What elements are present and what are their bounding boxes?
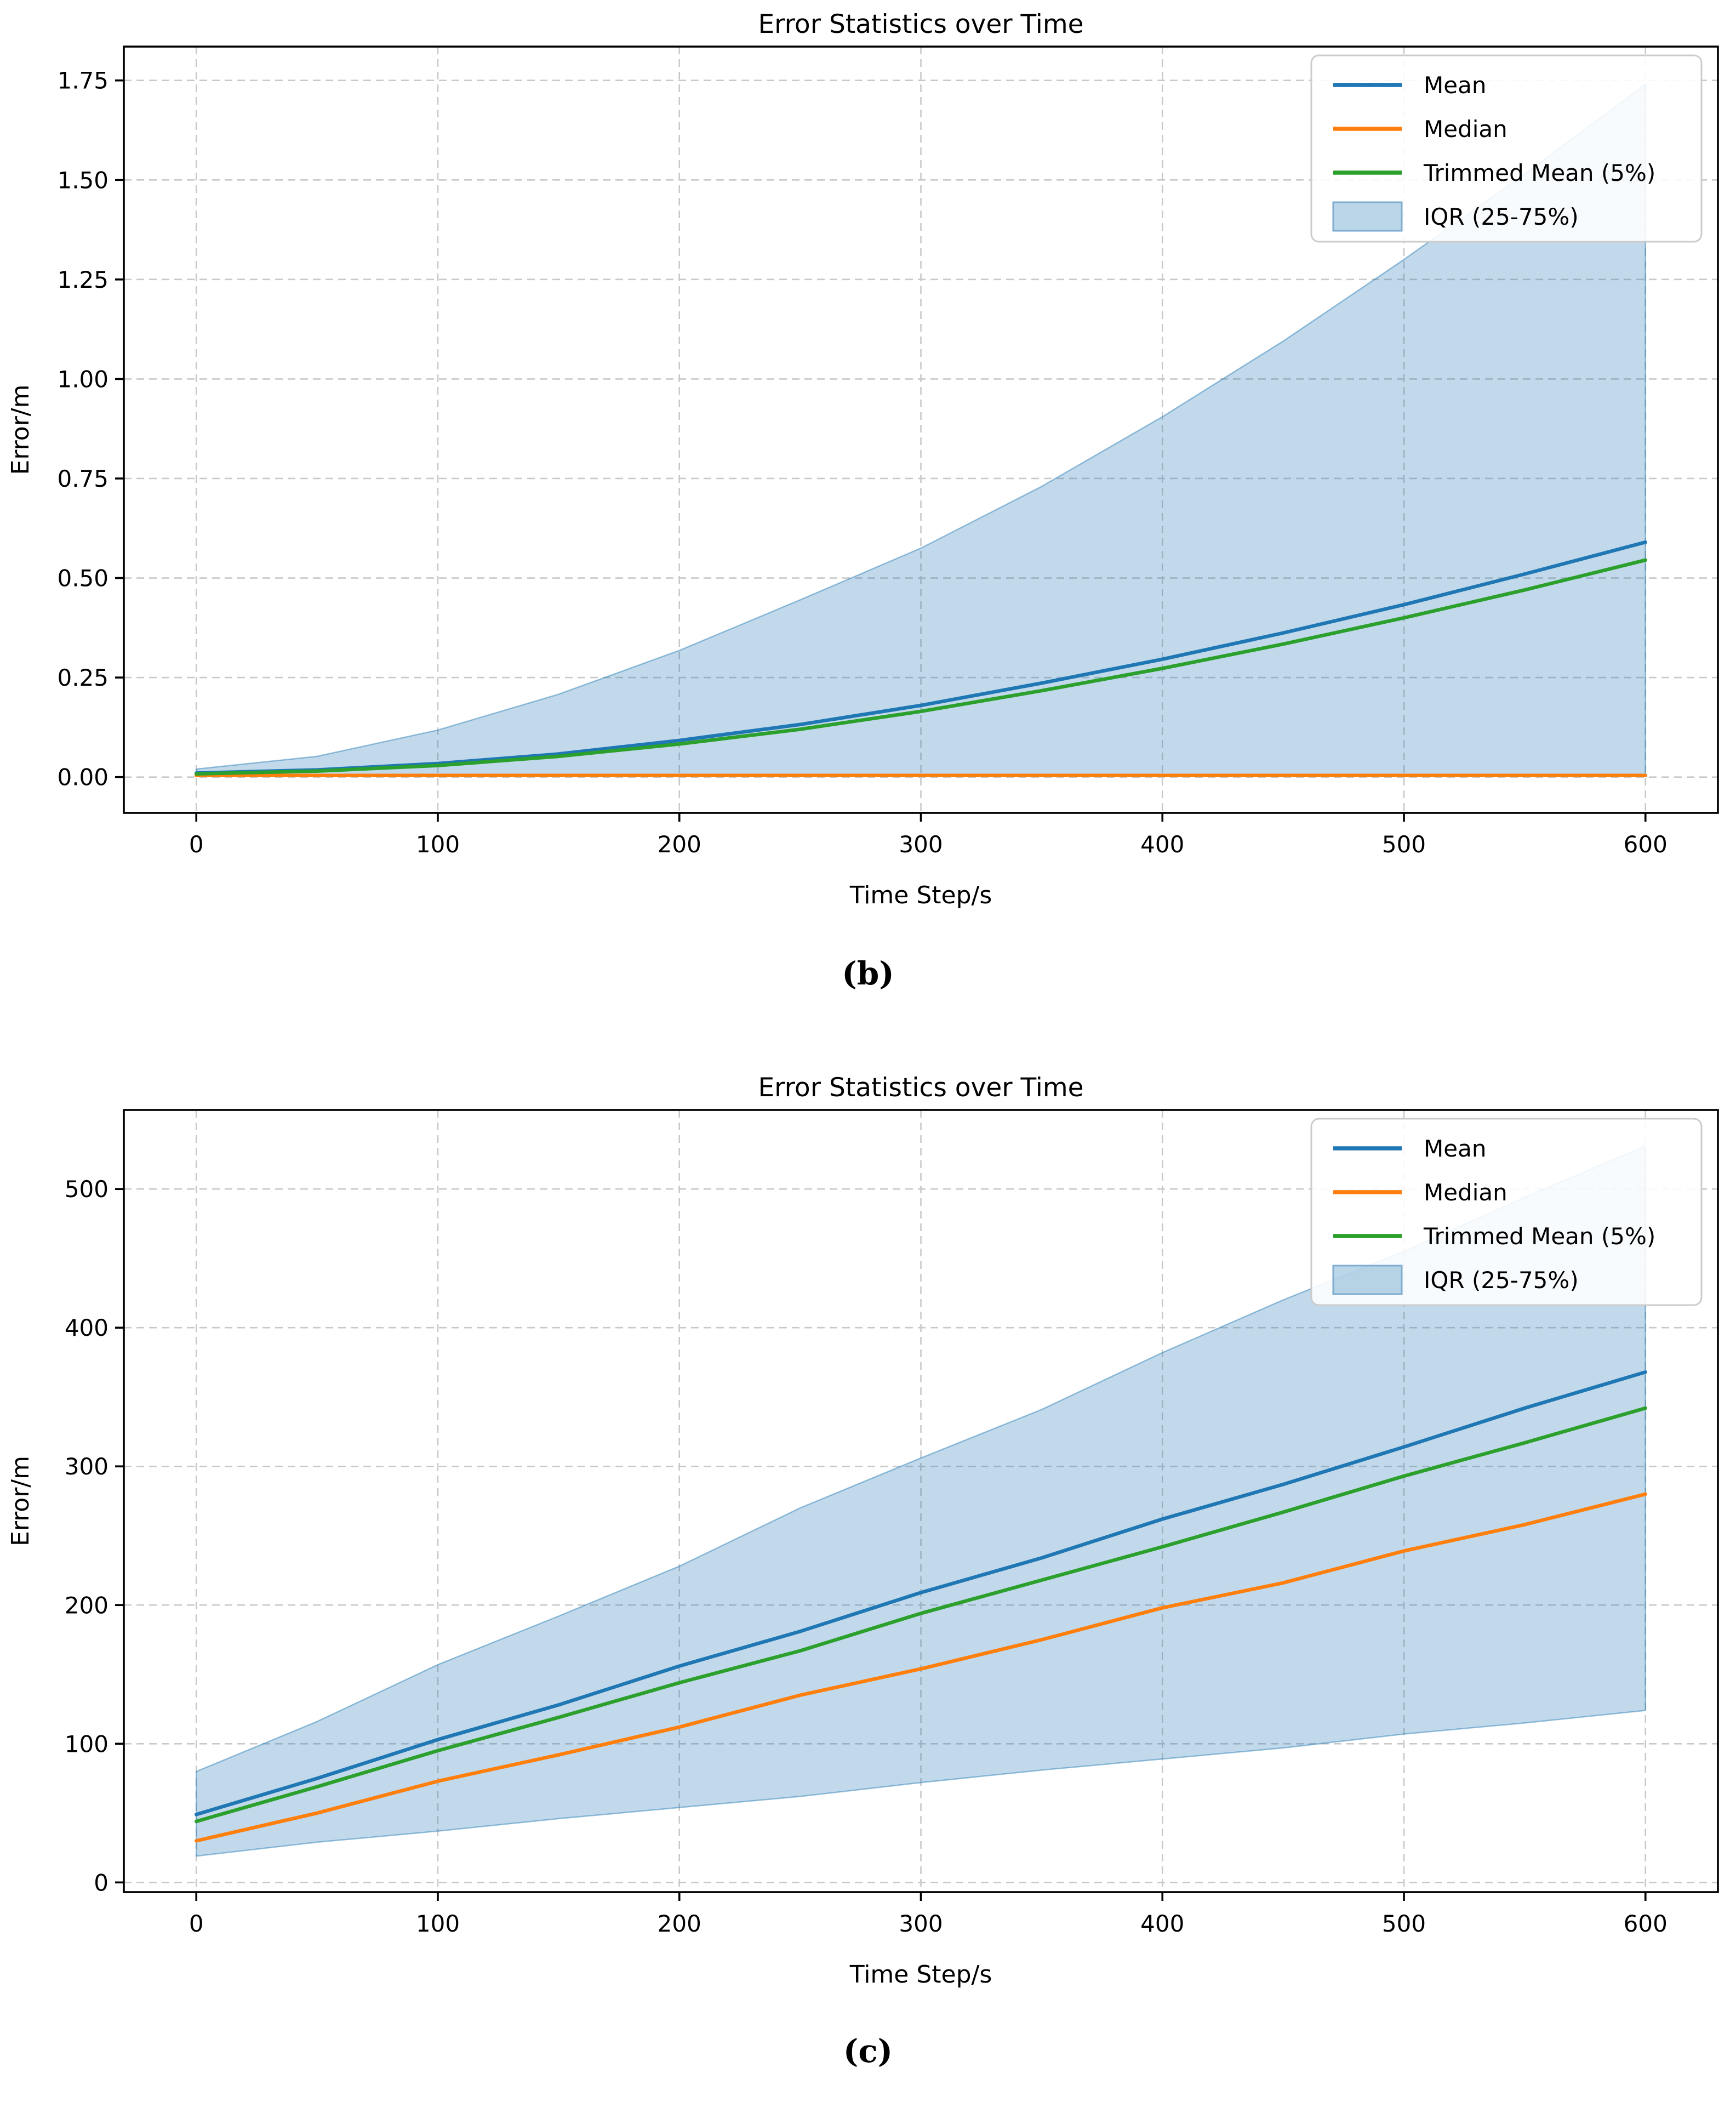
legend-swatch-iqr-25-75 [1332,1265,1403,1295]
legend-label-iqr-25-75: IQR (25-75%) [1424,1267,1579,1294]
y-tick-label: 0 [94,1869,108,1896]
x-tick-label: 600 [1624,1910,1668,1937]
y-tick-label: 1.25 [57,266,108,293]
legend-label-mean: Mean [1424,72,1486,99]
legend-label-median: Median [1424,1179,1507,1206]
x-tick-label: 100 [416,831,460,858]
chart-c-wrapper: 0 100 200 300 400 500 600 0 100 200 300 400 500 Error… [0,1063,1736,2011]
figure-caption-b: (b) [842,955,894,992]
figure-caption-c: (c) [843,2032,893,2070]
x-tick-label: 0 [189,1910,204,1937]
chart-title: Error Statistics over Time [758,9,1083,39]
y-axis-label: Error/m [7,1456,35,1546]
x-axis-label: Time Step/s [849,881,992,909]
legend-label-trimmed-mean-5: Trimmed Mean (5%) [1423,160,1655,186]
y-tick-label: 500 [65,1176,108,1203]
y-tick-label: 0.25 [57,664,108,691]
y-tick-label: 0.75 [57,465,108,492]
iqr-25-75-band [195,1145,1647,1857]
y-tick-label: 100 [65,1730,108,1757]
y-axis-label: Error/m [7,385,35,475]
y-tick-label: 0.00 [57,764,108,791]
trimmed-mean-5-line [194,558,1648,776]
x-axis-label: Time Step/s [849,1961,992,1989]
legend-label-median: Median [1424,116,1507,143]
y-tick-label: 300 [65,1453,108,1480]
legend: Mean Median Trimmed Mean (5%) IQR (25-75%) [1310,54,1703,243]
mean-line [194,1370,1648,1816]
chart-title: Error Statistics over Time [758,1073,1083,1103]
x-tick-label: 400 [1140,1910,1184,1937]
x-tick-label: 300 [899,831,943,858]
y-tick-label: 400 [65,1314,108,1341]
x-tick-label: 0 [189,831,204,858]
chart-b-figure: 0 100 200 300 400 500 600 0.00 0.25 0.50 0.75 1.00 1… [0,0,1736,933]
x-tick-label: 200 [658,831,701,858]
legend-swatch-iqr-25-75 [1332,201,1403,232]
axis-ticks: 0 100 200 300 400 500 600 0.00 0.25 0.50 0.75 1.00 1… [57,67,1667,858]
axis-ticks: 0 100 200 300 400 500 600 0 100 200 300 400 500 [65,1176,1668,1937]
median-line [194,1492,1648,1843]
y-tick-label: 1.00 [57,366,108,392]
x-tick-label: 500 [1382,831,1426,858]
x-tick-label: 600 [1624,831,1668,858]
legend-box [1310,1118,1703,1306]
y-tick-label: 1.75 [57,67,108,94]
mean-line [194,540,1648,775]
y-tick-label: 1.50 [57,167,108,193]
x-tick-label: 100 [416,1910,460,1937]
legend-label-trimmed-mean-5: Trimmed Mean (5%) [1423,1223,1655,1250]
x-tick-label: 300 [899,1910,943,1937]
trimmed-mean-5-line [194,1406,1648,1824]
y-tick-label: 0.50 [57,565,108,592]
x-tick-label: 400 [1140,831,1184,858]
x-tick-label: 200 [658,1910,701,1937]
chart-c-figure: 0 100 200 300 400 500 600 0 100 200 300 400 500 Error… [0,1063,1736,2011]
y-tick-label: 200 [65,1592,108,1619]
legend: Mean Median Trimmed Mean (5%) IQR (25-75%) [1310,1118,1703,1306]
legend-box [1310,54,1703,243]
legend-label-mean: Mean [1424,1135,1486,1162]
x-tick-label: 500 [1382,1910,1426,1937]
legend-label-iqr-25-75: IQR (25-75%) [1424,203,1579,230]
